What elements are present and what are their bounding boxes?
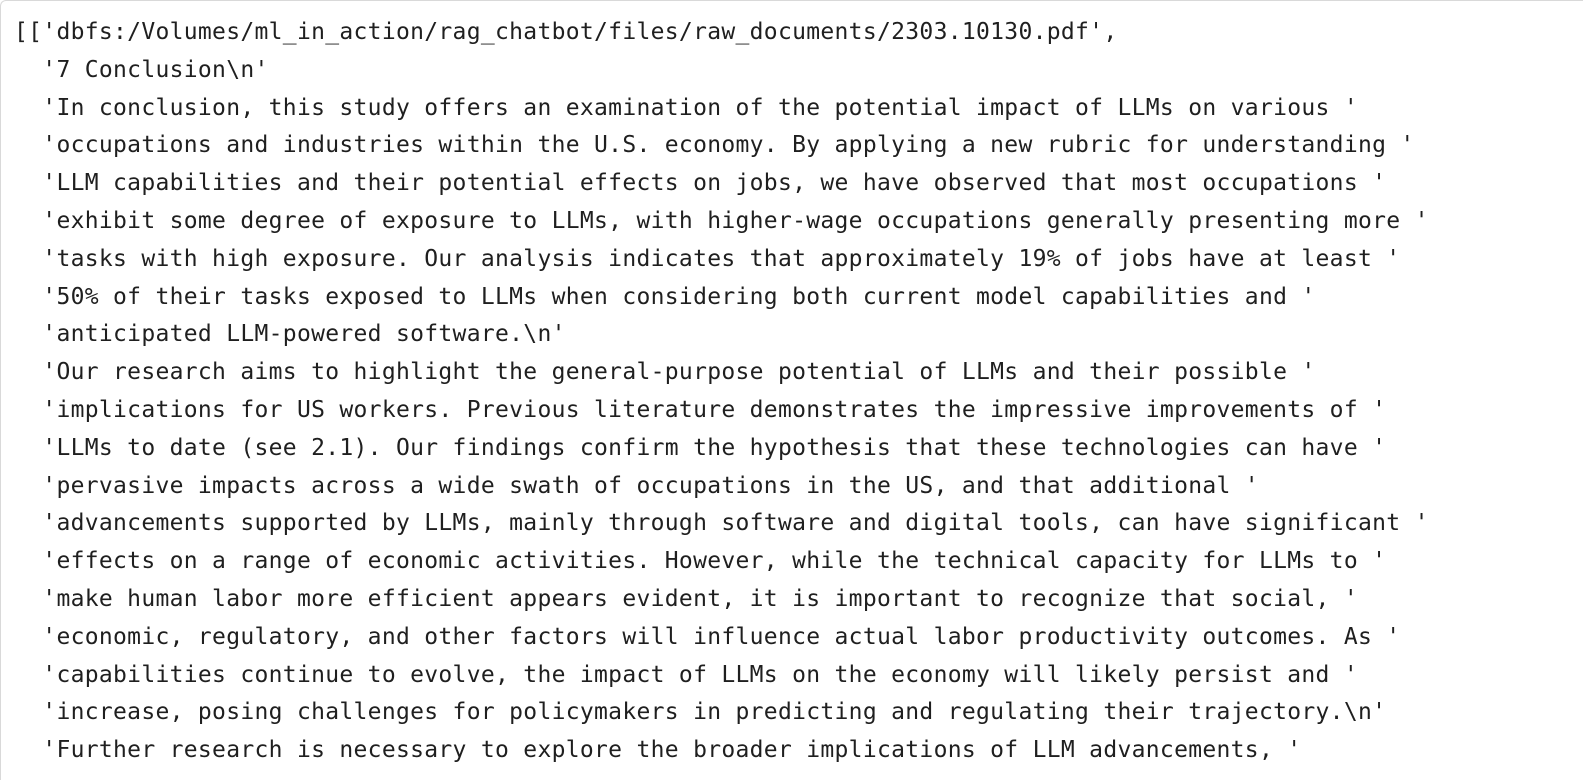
output-line: 'occupations and industries within the U…: [14, 132, 1415, 159]
output-line: '7 Conclusion\n': [14, 56, 269, 83]
output-line: 'capabilities continue to evolve, the im…: [14, 661, 1358, 688]
output-line: 'advancements supported by LLMs, mainly …: [14, 510, 1429, 537]
output-line: 'LLMs to date (see 2.1). Our findings co…: [14, 434, 1387, 461]
output-line: 'In conclusion, this study offers an exa…: [14, 94, 1358, 121]
output-line: 'exhibit some degree of exposure to LLMs…: [14, 207, 1429, 234]
output-line: 'pervasive impacts across a wide swath o…: [14, 472, 1259, 499]
output-line: 'increase, posing challenges for policym…: [14, 699, 1387, 726]
output-line: 'make human labor more efficient appears…: [14, 585, 1358, 612]
output-line: 'effects on a range of economic activiti…: [14, 548, 1387, 575]
output-line: 'tasks with high exposure. Our analysis …: [14, 245, 1401, 272]
output-line: 'LLM capabilities and their potential ef…: [14, 170, 1387, 197]
output-line: 'anticipated LLM-powered software.\n': [14, 321, 566, 348]
output-line: 'economic, regulatory, and other factors…: [14, 623, 1401, 650]
output-line: 'Further research is necessary to explor…: [14, 737, 1302, 764]
output-line: 'implications for US workers. Previous l…: [14, 396, 1387, 423]
output-line: '50% of their tasks exposed to LLMs when…: [14, 283, 1316, 310]
output-line: [['dbfs:/Volumes/ml_in_action/rag_chatbo…: [14, 19, 1118, 45]
output-line: 'Our research aims to highlight the gene…: [14, 359, 1316, 386]
